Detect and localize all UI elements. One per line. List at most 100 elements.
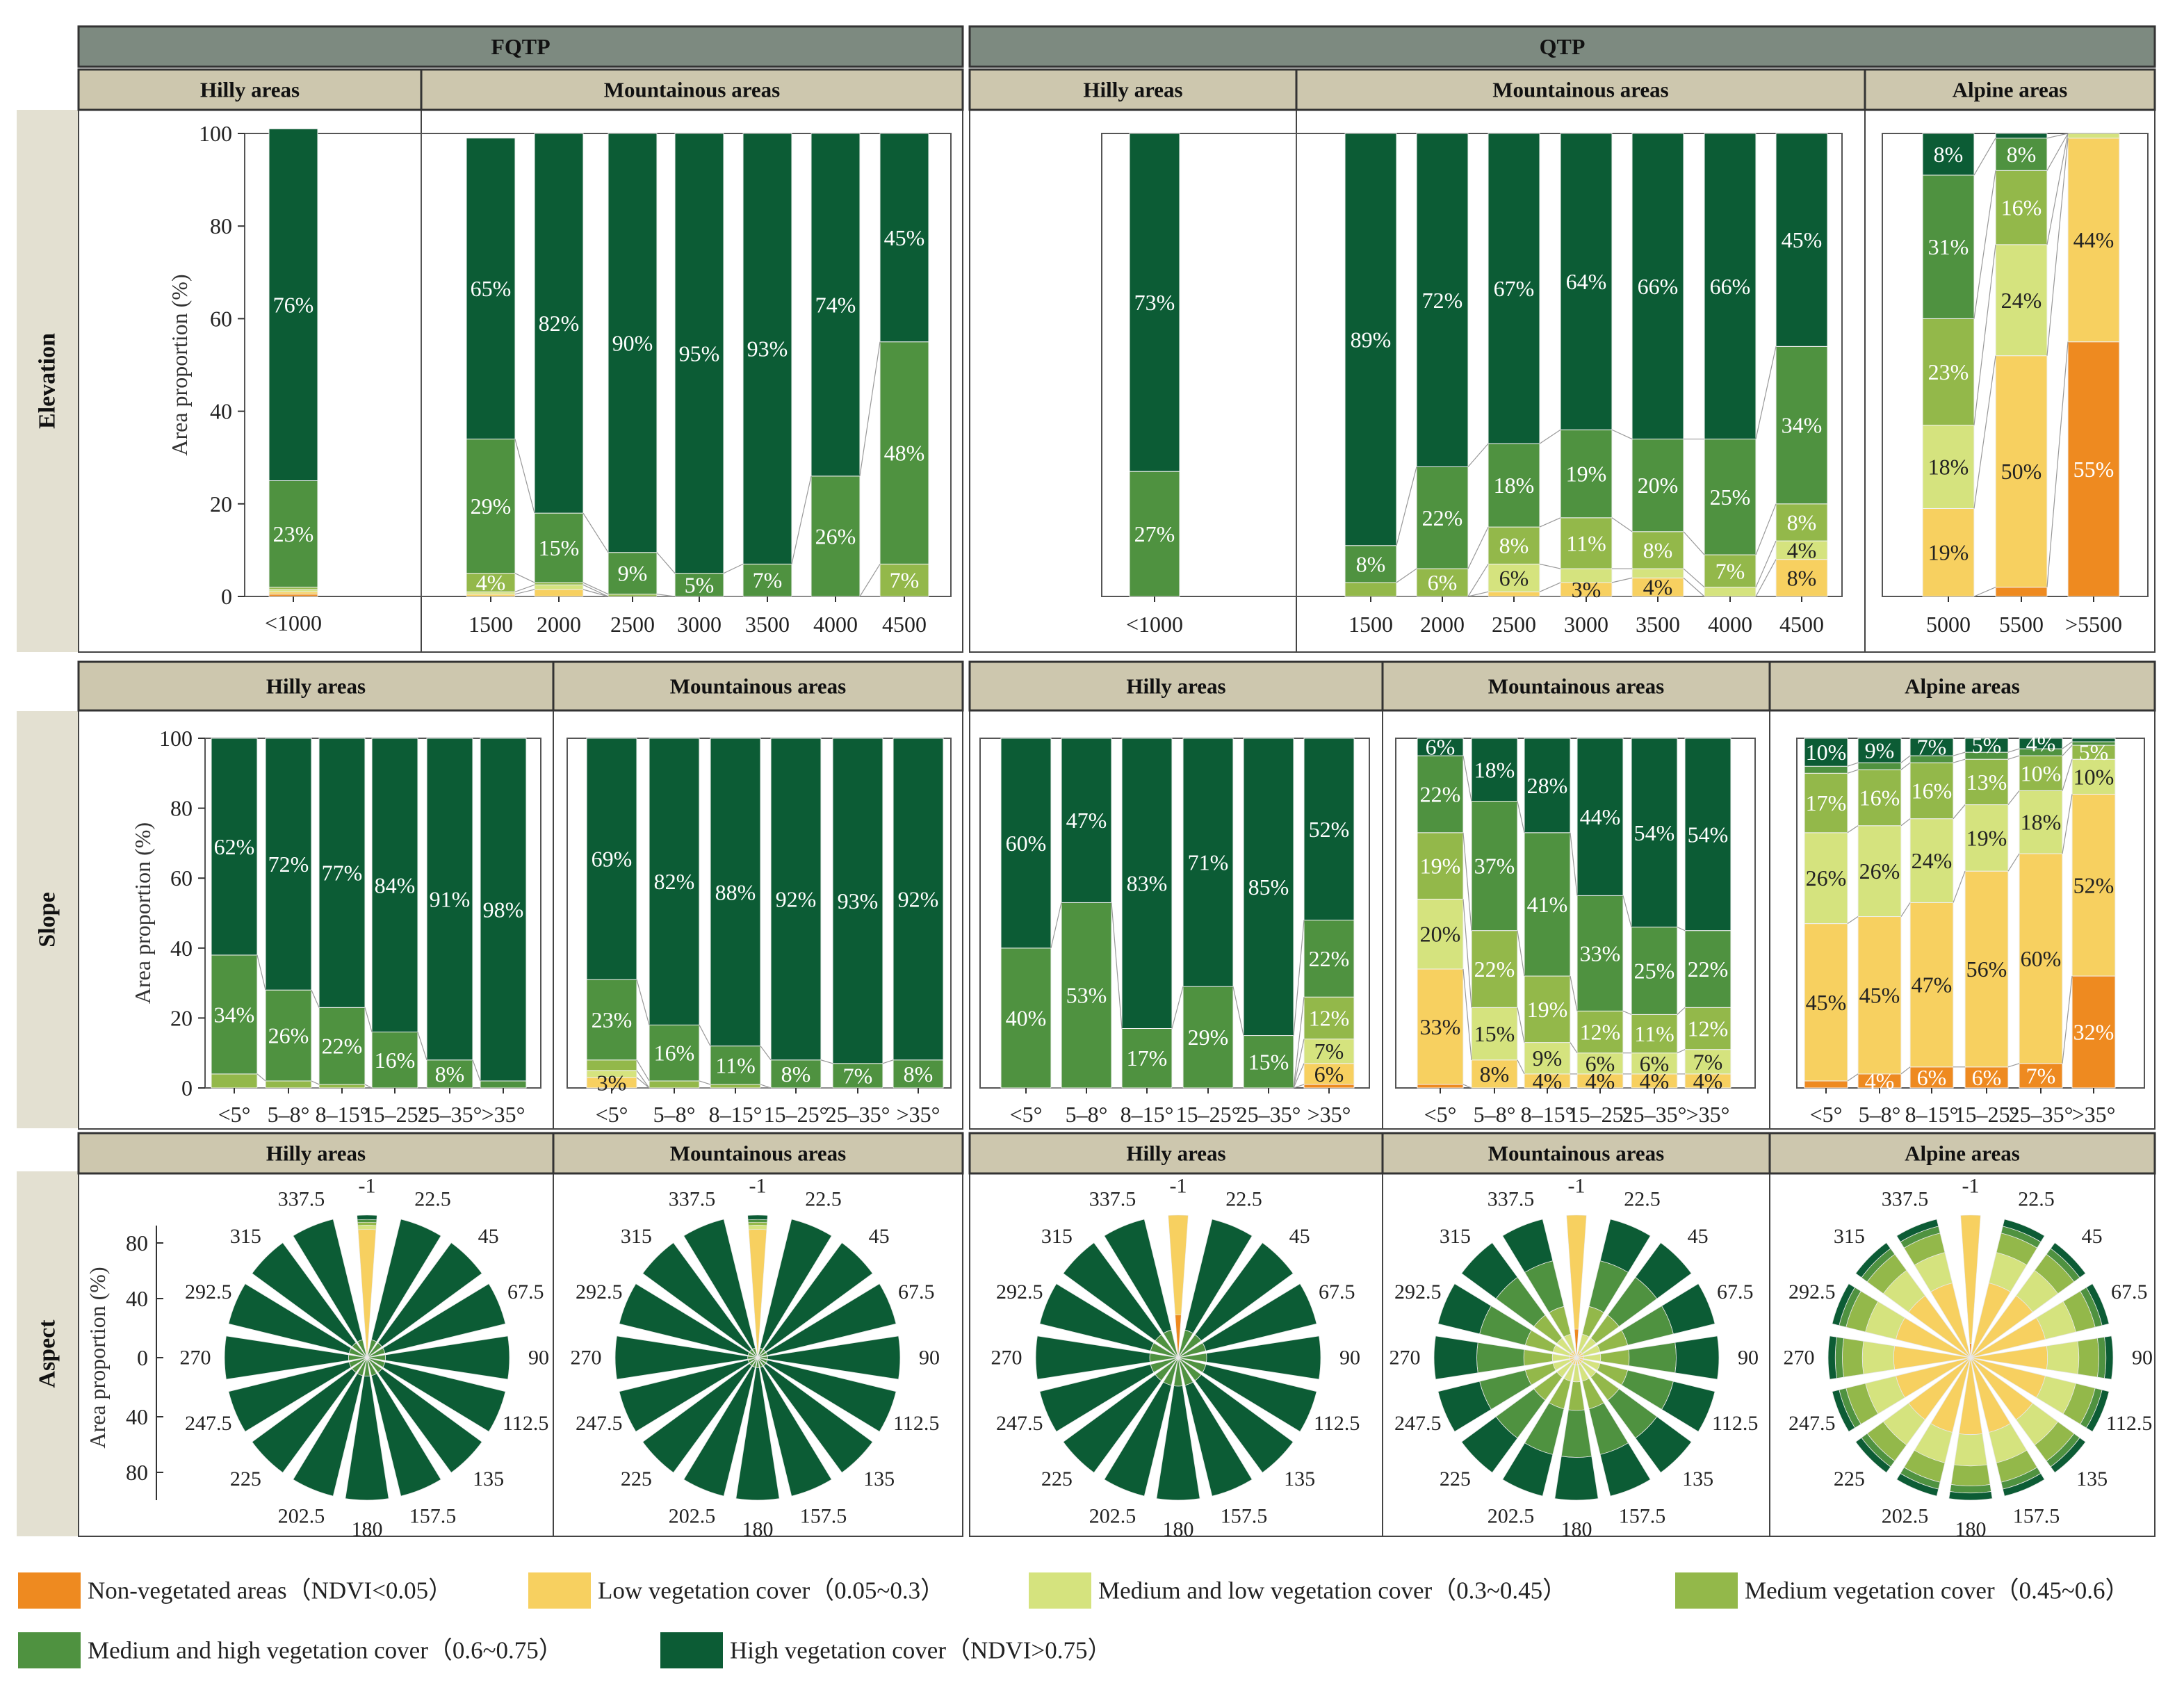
legend-swatch-low [528, 1572, 591, 1609]
bar-2500: 6% 8% 18% 67% [1488, 133, 1540, 597]
aspect-sector-high [1184, 1219, 1253, 1334]
bar-5–8°: 26% 72% [265, 738, 312, 1089]
aspect-sector-high [1599, 1219, 1651, 1273]
bar-segment-med [1576, 1010, 1624, 1054]
bar-8–15°: 4%9%19%41%28% [1524, 738, 1571, 1093]
aspect-sector-high [228, 1283, 352, 1354]
bar-segment-low [1631, 577, 1684, 597]
bar-15–25°: 16% 84% [371, 738, 418, 1089]
aspect-direction-label: 292.5 [1788, 1280, 1836, 1303]
bar-segment-med [1909, 762, 1954, 820]
bar-segment-med [1488, 526, 1540, 564]
bar-5000: 19% 18% 23% 31% 8% [1922, 133, 1975, 597]
data-label: 32% [2073, 1020, 2114, 1045]
panel-frame [78, 109, 422, 653]
bar-25–35°: 8% 91% [426, 738, 473, 1089]
bar-25–35°: 4%6%11%25%54% [1631, 738, 1678, 1093]
data-label: 34% [214, 1002, 255, 1027]
connector-line [723, 563, 744, 574]
x-tick-label: <5° [1010, 1102, 1043, 1127]
aspect-flat-mhigh [747, 1219, 768, 1223]
data-label: 8% [1480, 1062, 1510, 1087]
bar-segment-high [810, 133, 861, 477]
aspect-sector-high [1948, 1491, 1993, 1501]
bar-segment-mhigh [1684, 930, 1731, 1008]
data-label: 90% [612, 330, 653, 355]
data-label: 15% [1248, 1049, 1289, 1074]
aspect-flat-med [748, 1221, 767, 1226]
connector-line [582, 589, 609, 597]
aspect-sector-high [2050, 1437, 2086, 1473]
row-label-elevation-bg [17, 110, 78, 652]
data-label: 10% [2021, 761, 2062, 786]
data-label: 17% [1806, 790, 1847, 815]
connector-line [2007, 1063, 2020, 1068]
aspect-sector-high [1896, 1219, 1939, 1243]
aspect-sector-high [1855, 1437, 1891, 1473]
connector-line [514, 589, 535, 595]
connector-line [760, 1084, 772, 1089]
bar-segment-high [770, 738, 822, 1061]
aspect-sector-high [1855, 1242, 1891, 1278]
data-label: 16% [2001, 195, 2042, 220]
data-label: 5% [1972, 733, 2002, 758]
bar-segment-low [1857, 916, 1902, 1075]
connector-line [1847, 916, 1859, 925]
data-label: 19% [1966, 825, 2007, 850]
data-label: 23% [273, 521, 314, 546]
aspect-sector-high [735, 1367, 780, 1501]
bar-segment-mhigh [466, 439, 516, 574]
bar-segment-high [1631, 738, 1678, 928]
aspect-sector-high [1502, 1219, 1554, 1273]
x-tick-label: <5° [1424, 1102, 1457, 1127]
bar-segment-mhigh [1560, 429, 1613, 519]
x-tick-label: <1000 [265, 610, 322, 635]
bar-segment-high [879, 133, 929, 343]
connector-line [1293, 1063, 1305, 1089]
aspect-direction-label: 247.5 [576, 1412, 623, 1435]
data-label: 53% [1066, 983, 1107, 1008]
connector-line [582, 584, 609, 597]
aspect-direction-label: 45 [869, 1225, 890, 1248]
aspect-sector-high [1206, 1335, 1321, 1380]
connector-line [1050, 902, 1062, 948]
bar-segment-mlow [1471, 1007, 1518, 1061]
aspect-flat-high [357, 1214, 377, 1220]
aspect-sector-high [2085, 1283, 2110, 1326]
aspect-direction-label: 202.5 [1488, 1505, 1535, 1528]
aspect-direction-label: -1 [1170, 1175, 1187, 1198]
x-tick-label: 8–15° [316, 1102, 369, 1127]
x-tick-label: 1500 [1348, 612, 1393, 637]
bar-segment-mhigh [534, 512, 584, 583]
legend: Non-vegetated areas（NDVI<0.05） Low vegeta… [18, 1572, 2130, 1668]
aspect-sector-high [765, 1359, 897, 1432]
subhdr-slope-fqtp-hilly: Hilly areas [266, 674, 366, 699]
aspect-sector-high [1035, 1335, 1150, 1380]
radial-tick-label: 80 [126, 1230, 148, 1255]
connector-line [1973, 355, 1996, 509]
aspect-direction-label: 337.5 [1882, 1187, 1929, 1210]
data-label: 8% [904, 1062, 934, 1087]
aspect-sector-high [382, 1283, 506, 1354]
data-label: 12% [1309, 1005, 1350, 1030]
aspect-direction-label: 157.5 [2013, 1505, 2060, 1528]
connector-line [1900, 1066, 1911, 1075]
data-label: 60% [1006, 831, 1047, 856]
headers: FQTP QTP Elevation Slope Aspect Hilly areas Mo… [17, 25, 2156, 1536]
x-tick-label: 5500 [1999, 612, 2044, 637]
aspect-direction-label: 45 [1289, 1225, 1310, 1248]
data-label: 7% [1917, 735, 1947, 760]
bar-segment-mhigh [1804, 765, 1848, 774]
data-label: 88% [715, 879, 756, 904]
bar-segment-mhigh [1129, 471, 1180, 597]
radial-tick-label: 40 [126, 1286, 148, 1311]
aspect-sector-high [1599, 1442, 1651, 1497]
bar-segment-med [649, 1080, 700, 1089]
data-label: 98% [483, 897, 524, 922]
x-tick-label: 4500 [882, 612, 927, 637]
connector-line [1517, 1007, 1525, 1043]
data-label: 17% [1127, 1046, 1168, 1071]
aspect-sector-mhigh [1834, 1336, 1845, 1379]
bar-8–15°: 17% 83% [1121, 738, 1173, 1089]
data-label: 93% [747, 336, 788, 361]
